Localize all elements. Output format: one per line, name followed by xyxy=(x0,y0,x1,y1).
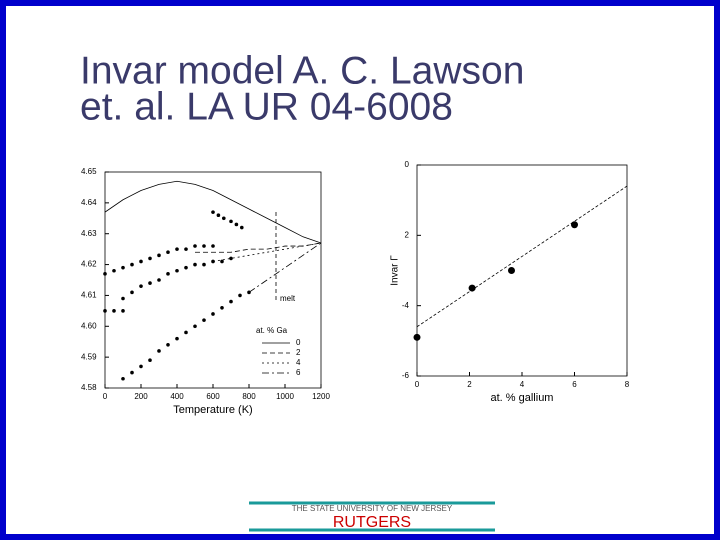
x-axis-label: Temperature (K) xyxy=(173,404,252,416)
data-point xyxy=(234,222,239,227)
data-point xyxy=(211,210,215,214)
data-point xyxy=(175,268,179,273)
legend-title: at. % Ga xyxy=(256,326,288,335)
x-tick-label: 0 xyxy=(415,380,420,389)
fit-line xyxy=(416,185,628,328)
legend-label: 0 xyxy=(296,338,301,347)
data-point xyxy=(130,262,134,267)
data-point xyxy=(139,364,143,369)
x-tick-label: 600 xyxy=(206,392,220,401)
data-point xyxy=(148,358,152,363)
data-point xyxy=(202,262,206,267)
x-tick-label: 800 xyxy=(242,392,256,401)
series-line xyxy=(212,242,322,262)
data-point xyxy=(240,225,244,230)
data-point xyxy=(112,309,116,313)
x-axis-label: at. % gallium xyxy=(491,392,554,404)
data-point xyxy=(112,268,116,273)
series-line xyxy=(195,242,322,253)
x-tick-label: 200 xyxy=(134,392,148,401)
data-point xyxy=(121,376,125,381)
slide-title: et. al. LA UR 04-6008 xyxy=(80,85,453,128)
data-point xyxy=(148,281,152,285)
x-tick-label: 2 xyxy=(467,380,472,389)
y-tick-label: 4.59 xyxy=(81,352,97,361)
footer-name: RUTGERS xyxy=(333,514,411,531)
data-point xyxy=(193,262,197,267)
data-point xyxy=(184,330,188,335)
slide-title: Invar model A. C. Lawson xyxy=(80,49,524,92)
annotation: melt xyxy=(280,294,296,303)
x-tick-label: 1000 xyxy=(276,392,294,401)
data-point xyxy=(413,333,421,341)
x-tick-label: 6 xyxy=(572,380,577,389)
data-point xyxy=(229,219,233,224)
y-tick-label: 4.60 xyxy=(81,321,97,330)
y-tick-label: 4.63 xyxy=(81,229,97,238)
footer-university: THE STATE UNIVERSITY OF NEW JERSEY xyxy=(292,504,453,513)
y-tick-label: 4.61 xyxy=(81,291,97,300)
data-point xyxy=(166,250,170,255)
x-tick-label: 400 xyxy=(170,392,184,401)
data-point xyxy=(211,244,215,248)
y-axis-label: Invar Γ xyxy=(390,255,401,286)
y-tick-label: 4.65 xyxy=(81,167,97,176)
data-point xyxy=(157,278,161,282)
data-point xyxy=(130,290,134,295)
data-point xyxy=(121,296,125,301)
data-point xyxy=(193,244,197,248)
x-tick-label: 8 xyxy=(625,380,630,389)
data-point xyxy=(571,221,578,229)
data-point xyxy=(139,284,143,288)
y-tick-label: 4.62 xyxy=(81,260,97,269)
data-point xyxy=(202,244,206,248)
data-point xyxy=(184,265,188,270)
y-tick-label: -4 xyxy=(402,301,410,310)
data-point xyxy=(130,370,134,375)
data-point xyxy=(103,272,107,276)
y-tick-label: -6 xyxy=(402,371,410,380)
data-point xyxy=(148,256,152,261)
data-point xyxy=(222,216,226,221)
data-point xyxy=(229,299,233,304)
data-point xyxy=(157,253,161,258)
data-point xyxy=(166,343,170,347)
data-point xyxy=(508,267,515,274)
data-point xyxy=(193,324,197,329)
legend-label: 6 xyxy=(296,368,301,377)
data-point xyxy=(211,312,215,316)
data-point xyxy=(202,318,206,322)
y-tick-label: 2 xyxy=(405,230,410,239)
data-point xyxy=(220,305,224,310)
series-line xyxy=(104,180,322,244)
y-tick-label: 0 xyxy=(405,160,410,169)
x-tick-label: 0 xyxy=(103,392,108,401)
data-point xyxy=(103,309,107,313)
data-point xyxy=(121,265,125,270)
legend-label: 2 xyxy=(296,348,301,357)
data-point xyxy=(220,259,224,264)
legend-label: 4 xyxy=(296,358,301,367)
data-point xyxy=(175,247,179,251)
data-point xyxy=(229,256,233,261)
data-point xyxy=(157,349,161,353)
y-tick-label: 4.64 xyxy=(81,198,97,207)
data-point xyxy=(166,272,170,276)
x-tick-label: 4 xyxy=(520,380,525,389)
data-point xyxy=(468,284,476,292)
data-point xyxy=(216,213,221,217)
x-tick-label: 1200 xyxy=(312,392,330,401)
data-point xyxy=(121,309,125,313)
data-point xyxy=(238,293,242,298)
data-point xyxy=(184,247,188,251)
data-point xyxy=(139,259,143,264)
y-tick-label: 4.58 xyxy=(81,383,97,392)
data-point xyxy=(175,336,179,341)
